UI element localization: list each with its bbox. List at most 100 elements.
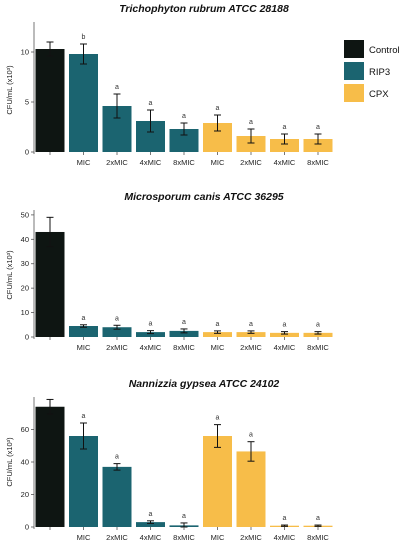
error-bar bbox=[247, 128, 255, 144]
x-tick-label: MIC bbox=[77, 343, 91, 352]
legend-label: RIP3 bbox=[369, 67, 390, 78]
bar-rip3-2 bbox=[69, 326, 98, 337]
bar-rip3-5 bbox=[169, 330, 199, 337]
bar-rip3-2 bbox=[69, 54, 98, 152]
x-tick-label: 8xMIC bbox=[173, 158, 195, 167]
error-bar bbox=[214, 114, 221, 132]
chart-title: Trichophyton rubrum ATCC 28188 bbox=[119, 3, 289, 15]
x-tick-label: 4xMIC bbox=[140, 158, 162, 167]
error-bar bbox=[113, 463, 121, 471]
significance-label: a bbox=[149, 100, 153, 107]
significance-label: a bbox=[249, 119, 253, 126]
bar-rip3-4 bbox=[136, 332, 165, 337]
y-tick-label: 0 bbox=[25, 523, 29, 532]
bar-cpx-8 bbox=[270, 332, 299, 337]
error-bar bbox=[113, 324, 121, 330]
error-bar bbox=[281, 524, 288, 527]
significance-label: a bbox=[182, 113, 186, 120]
bar-rip3-4 bbox=[136, 522, 165, 527]
significance-label: a bbox=[216, 105, 220, 112]
bar-cpx-7 bbox=[236, 332, 266, 337]
error-bar bbox=[180, 122, 188, 136]
significance-label: a bbox=[216, 415, 220, 422]
error-bar bbox=[147, 520, 154, 524]
error-bar bbox=[314, 133, 322, 145]
y-tick-label: 0 bbox=[25, 148, 29, 157]
legend: Control RIP3 CPX bbox=[344, 40, 400, 102]
error-bar bbox=[113, 93, 121, 119]
x-tick-label: 4xMIC bbox=[274, 533, 296, 542]
x-tick-label: MIC bbox=[211, 158, 225, 167]
significance-label: a bbox=[149, 511, 153, 518]
x-tick-label: 2xMIC bbox=[106, 158, 128, 167]
significance-label: a bbox=[182, 319, 186, 326]
y-tick-label: 40 bbox=[21, 235, 29, 244]
legend-label: Control bbox=[369, 45, 400, 56]
bar-cpx-7 bbox=[236, 451, 266, 527]
significance-label: a bbox=[115, 454, 119, 461]
legend-swatch bbox=[344, 40, 364, 58]
y-axis-label: CFU/mL (x10³) bbox=[5, 250, 14, 300]
x-tick-label: MIC bbox=[211, 533, 225, 542]
bar-rip3-2 bbox=[69, 436, 98, 527]
x-tick-label: 2xMIC bbox=[240, 533, 262, 542]
bar-cpx-6 bbox=[203, 332, 232, 337]
legend-item-cpx: CPX bbox=[344, 84, 389, 102]
error-bar bbox=[147, 109, 154, 133]
error-bar bbox=[281, 133, 288, 145]
chart-panel-3: Nannizzia gypsea ATCC 24102 CFU/mL (x10³)… bbox=[5, 378, 333, 542]
significance-label: a bbox=[283, 124, 287, 131]
chart-panel-1: Trichophyton rubrum ATCC 28188 CFU/mL (x1… bbox=[5, 3, 333, 167]
x-tick-label: 8xMIC bbox=[173, 533, 195, 542]
significance-label: a bbox=[82, 413, 86, 420]
x-tick-label: 2xMIC bbox=[106, 343, 128, 352]
error-bar bbox=[281, 331, 288, 335]
legend-swatch bbox=[344, 62, 364, 80]
significance-label: a bbox=[82, 315, 86, 322]
bar-cpx-8 bbox=[270, 139, 299, 152]
legend-item-rip3: RIP3 bbox=[344, 62, 390, 80]
y-tick-label: 10 bbox=[21, 308, 29, 317]
y-axis-label: CFU/mL (x10³) bbox=[5, 65, 14, 115]
bar-control-1 bbox=[35, 49, 65, 152]
x-tick-label: MIC bbox=[211, 343, 225, 352]
y-tick-label: 40 bbox=[21, 458, 29, 467]
significance-label: a bbox=[316, 515, 320, 522]
x-tick-label: 4xMIC bbox=[274, 343, 296, 352]
y-tick-label: 50 bbox=[21, 210, 29, 219]
x-tick-label: 4xMIC bbox=[140, 343, 162, 352]
y-tick-label: 5 bbox=[25, 98, 29, 107]
x-tick-label: MIC bbox=[77, 533, 91, 542]
error-bar bbox=[247, 330, 255, 334]
legend-item-control: Control bbox=[344, 40, 400, 58]
y-tick-label: 20 bbox=[21, 490, 29, 499]
bar-control-1 bbox=[35, 231, 65, 337]
x-tick-label: MIC bbox=[77, 158, 91, 167]
significance-label: a bbox=[283, 322, 287, 329]
error-bar bbox=[214, 330, 221, 334]
significance-label: a bbox=[283, 515, 287, 522]
significance-label: a bbox=[316, 322, 320, 329]
legend-label: CPX bbox=[369, 89, 389, 100]
bar-cpx-9 bbox=[303, 139, 333, 152]
bar-control-1 bbox=[35, 406, 65, 527]
error-bar bbox=[180, 328, 188, 334]
error-bar bbox=[214, 424, 221, 448]
legend-swatch bbox=[344, 84, 364, 102]
x-tick-label: 2xMIC bbox=[240, 343, 262, 352]
bar-cpx-6 bbox=[203, 436, 232, 527]
significance-label: a bbox=[115, 315, 119, 322]
y-tick-label: 0 bbox=[25, 333, 29, 342]
x-tick-label: 8xMIC bbox=[307, 533, 329, 542]
x-tick-label: 4xMIC bbox=[274, 158, 296, 167]
x-tick-label: 2xMIC bbox=[106, 533, 128, 542]
bar-cpx-9 bbox=[303, 332, 333, 337]
error-bar bbox=[80, 324, 87, 328]
error-bar bbox=[46, 41, 54, 57]
error-bar bbox=[314, 524, 322, 527]
y-tick-label: 20 bbox=[21, 284, 29, 293]
x-tick-label: 4xMIC bbox=[140, 533, 162, 542]
x-tick-label: 8xMIC bbox=[307, 158, 329, 167]
